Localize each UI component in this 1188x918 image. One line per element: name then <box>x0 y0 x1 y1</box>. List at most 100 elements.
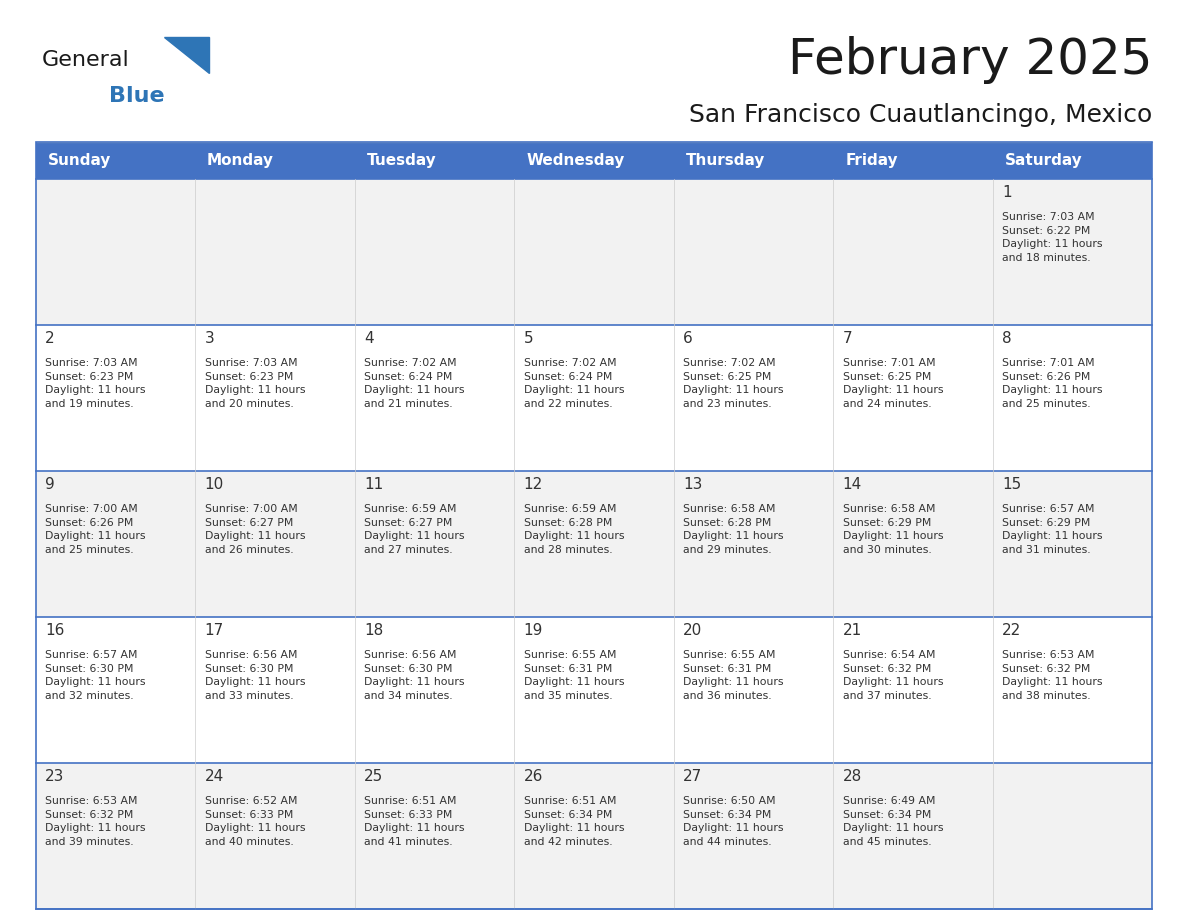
Text: 28: 28 <box>842 769 862 784</box>
FancyBboxPatch shape <box>195 179 355 325</box>
Text: Sunrise: 6:57 AM
Sunset: 6:30 PM
Daylight: 11 hours
and 32 minutes.: Sunrise: 6:57 AM Sunset: 6:30 PM Dayligh… <box>45 650 146 700</box>
Text: San Francisco Cuautlancingo, Mexico: San Francisco Cuautlancingo, Mexico <box>689 103 1152 127</box>
Text: Sunrise: 7:01 AM
Sunset: 6:25 PM
Daylight: 11 hours
and 24 minutes.: Sunrise: 7:01 AM Sunset: 6:25 PM Dayligh… <box>842 358 943 409</box>
Text: 27: 27 <box>683 769 702 784</box>
FancyBboxPatch shape <box>674 325 833 471</box>
Text: 8: 8 <box>1003 331 1012 346</box>
FancyBboxPatch shape <box>355 617 514 763</box>
FancyBboxPatch shape <box>674 617 833 763</box>
FancyBboxPatch shape <box>514 471 674 617</box>
FancyBboxPatch shape <box>195 617 355 763</box>
Text: Sunrise: 7:00 AM
Sunset: 6:27 PM
Daylight: 11 hours
and 26 minutes.: Sunrise: 7:00 AM Sunset: 6:27 PM Dayligh… <box>204 504 305 554</box>
Text: 13: 13 <box>683 477 702 492</box>
FancyBboxPatch shape <box>195 325 355 471</box>
FancyBboxPatch shape <box>674 142 833 179</box>
Text: Monday: Monday <box>207 153 274 168</box>
Text: 23: 23 <box>45 769 64 784</box>
Text: 24: 24 <box>204 769 223 784</box>
FancyBboxPatch shape <box>195 471 355 617</box>
FancyBboxPatch shape <box>355 471 514 617</box>
FancyBboxPatch shape <box>514 142 674 179</box>
Text: 26: 26 <box>524 769 543 784</box>
Text: 11: 11 <box>365 477 384 492</box>
Text: Sunrise: 6:57 AM
Sunset: 6:29 PM
Daylight: 11 hours
and 31 minutes.: Sunrise: 6:57 AM Sunset: 6:29 PM Dayligh… <box>1003 504 1102 554</box>
Text: Sunrise: 7:00 AM
Sunset: 6:26 PM
Daylight: 11 hours
and 25 minutes.: Sunrise: 7:00 AM Sunset: 6:26 PM Dayligh… <box>45 504 146 554</box>
Text: Tuesday: Tuesday <box>367 153 436 168</box>
Text: Sunday: Sunday <box>48 153 110 168</box>
Text: 1: 1 <box>1003 185 1012 200</box>
Text: 10: 10 <box>204 477 223 492</box>
Text: Sunrise: 6:59 AM
Sunset: 6:28 PM
Daylight: 11 hours
and 28 minutes.: Sunrise: 6:59 AM Sunset: 6:28 PM Dayligh… <box>524 504 624 554</box>
Text: Sunrise: 6:59 AM
Sunset: 6:27 PM
Daylight: 11 hours
and 27 minutes.: Sunrise: 6:59 AM Sunset: 6:27 PM Dayligh… <box>365 504 465 554</box>
Text: Sunrise: 6:49 AM
Sunset: 6:34 PM
Daylight: 11 hours
and 45 minutes.: Sunrise: 6:49 AM Sunset: 6:34 PM Dayligh… <box>842 796 943 846</box>
Text: Sunrise: 6:53 AM
Sunset: 6:32 PM
Daylight: 11 hours
and 38 minutes.: Sunrise: 6:53 AM Sunset: 6:32 PM Dayligh… <box>1003 650 1102 700</box>
FancyBboxPatch shape <box>993 325 1152 471</box>
FancyBboxPatch shape <box>833 142 993 179</box>
Text: 17: 17 <box>204 623 223 638</box>
Text: Friday: Friday <box>845 153 898 168</box>
Text: 9: 9 <box>45 477 55 492</box>
Text: Sunrise: 6:52 AM
Sunset: 6:33 PM
Daylight: 11 hours
and 40 minutes.: Sunrise: 6:52 AM Sunset: 6:33 PM Dayligh… <box>204 796 305 846</box>
FancyBboxPatch shape <box>674 179 833 325</box>
FancyBboxPatch shape <box>355 179 514 325</box>
FancyBboxPatch shape <box>833 471 993 617</box>
Text: Thursday: Thursday <box>685 153 765 168</box>
FancyBboxPatch shape <box>993 617 1152 763</box>
Text: Sunrise: 7:02 AM
Sunset: 6:24 PM
Daylight: 11 hours
and 22 minutes.: Sunrise: 7:02 AM Sunset: 6:24 PM Dayligh… <box>524 358 624 409</box>
FancyBboxPatch shape <box>514 763 674 909</box>
Text: Sunrise: 6:50 AM
Sunset: 6:34 PM
Daylight: 11 hours
and 44 minutes.: Sunrise: 6:50 AM Sunset: 6:34 PM Dayligh… <box>683 796 784 846</box>
Text: Sunrise: 6:56 AM
Sunset: 6:30 PM
Daylight: 11 hours
and 33 minutes.: Sunrise: 6:56 AM Sunset: 6:30 PM Dayligh… <box>204 650 305 700</box>
FancyBboxPatch shape <box>355 325 514 471</box>
FancyBboxPatch shape <box>355 142 514 179</box>
Text: Sunrise: 7:03 AM
Sunset: 6:22 PM
Daylight: 11 hours
and 18 minutes.: Sunrise: 7:03 AM Sunset: 6:22 PM Dayligh… <box>1003 212 1102 263</box>
Text: 14: 14 <box>842 477 862 492</box>
Text: Sunrise: 6:58 AM
Sunset: 6:28 PM
Daylight: 11 hours
and 29 minutes.: Sunrise: 6:58 AM Sunset: 6:28 PM Dayligh… <box>683 504 784 554</box>
Text: Sunrise: 7:02 AM
Sunset: 6:25 PM
Daylight: 11 hours
and 23 minutes.: Sunrise: 7:02 AM Sunset: 6:25 PM Dayligh… <box>683 358 784 409</box>
Text: February 2025: February 2025 <box>788 36 1152 84</box>
FancyBboxPatch shape <box>833 325 993 471</box>
Text: 19: 19 <box>524 623 543 638</box>
Text: Sunrise: 7:03 AM
Sunset: 6:23 PM
Daylight: 11 hours
and 20 minutes.: Sunrise: 7:03 AM Sunset: 6:23 PM Dayligh… <box>204 358 305 409</box>
FancyBboxPatch shape <box>674 471 833 617</box>
Text: Sunrise: 6:54 AM
Sunset: 6:32 PM
Daylight: 11 hours
and 37 minutes.: Sunrise: 6:54 AM Sunset: 6:32 PM Dayligh… <box>842 650 943 700</box>
FancyBboxPatch shape <box>36 325 195 471</box>
Text: 18: 18 <box>365 623 384 638</box>
Text: Sunrise: 7:02 AM
Sunset: 6:24 PM
Daylight: 11 hours
and 21 minutes.: Sunrise: 7:02 AM Sunset: 6:24 PM Dayligh… <box>365 358 465 409</box>
FancyBboxPatch shape <box>195 142 355 179</box>
Text: Sunrise: 6:51 AM
Sunset: 6:34 PM
Daylight: 11 hours
and 42 minutes.: Sunrise: 6:51 AM Sunset: 6:34 PM Dayligh… <box>524 796 624 846</box>
Text: 25: 25 <box>365 769 384 784</box>
Text: Sunrise: 6:55 AM
Sunset: 6:31 PM
Daylight: 11 hours
and 36 minutes.: Sunrise: 6:55 AM Sunset: 6:31 PM Dayligh… <box>683 650 784 700</box>
FancyBboxPatch shape <box>36 179 195 325</box>
Polygon shape <box>164 37 209 73</box>
Text: 3: 3 <box>204 331 214 346</box>
FancyBboxPatch shape <box>36 763 195 909</box>
Text: Sunrise: 6:56 AM
Sunset: 6:30 PM
Daylight: 11 hours
and 34 minutes.: Sunrise: 6:56 AM Sunset: 6:30 PM Dayligh… <box>365 650 465 700</box>
Text: Saturday: Saturday <box>1005 153 1082 168</box>
Text: Sunrise: 6:58 AM
Sunset: 6:29 PM
Daylight: 11 hours
and 30 minutes.: Sunrise: 6:58 AM Sunset: 6:29 PM Dayligh… <box>842 504 943 554</box>
Text: 20: 20 <box>683 623 702 638</box>
Text: 16: 16 <box>45 623 64 638</box>
FancyBboxPatch shape <box>833 617 993 763</box>
Text: 15: 15 <box>1003 477 1022 492</box>
Text: 5: 5 <box>524 331 533 346</box>
FancyBboxPatch shape <box>355 763 514 909</box>
Text: Blue: Blue <box>109 86 165 106</box>
Text: 12: 12 <box>524 477 543 492</box>
FancyBboxPatch shape <box>993 179 1152 325</box>
Text: 22: 22 <box>1003 623 1022 638</box>
FancyBboxPatch shape <box>36 471 195 617</box>
Text: 21: 21 <box>842 623 862 638</box>
Text: 7: 7 <box>842 331 853 346</box>
Text: Sunrise: 6:51 AM
Sunset: 6:33 PM
Daylight: 11 hours
and 41 minutes.: Sunrise: 6:51 AM Sunset: 6:33 PM Dayligh… <box>365 796 465 846</box>
FancyBboxPatch shape <box>514 325 674 471</box>
Text: 4: 4 <box>365 331 374 346</box>
FancyBboxPatch shape <box>833 179 993 325</box>
Text: Wednesday: Wednesday <box>526 153 625 168</box>
Text: Sunrise: 6:55 AM
Sunset: 6:31 PM
Daylight: 11 hours
and 35 minutes.: Sunrise: 6:55 AM Sunset: 6:31 PM Dayligh… <box>524 650 624 700</box>
Text: 6: 6 <box>683 331 693 346</box>
Text: General: General <box>42 50 129 70</box>
FancyBboxPatch shape <box>195 763 355 909</box>
FancyBboxPatch shape <box>514 179 674 325</box>
FancyBboxPatch shape <box>674 763 833 909</box>
Text: 2: 2 <box>45 331 55 346</box>
